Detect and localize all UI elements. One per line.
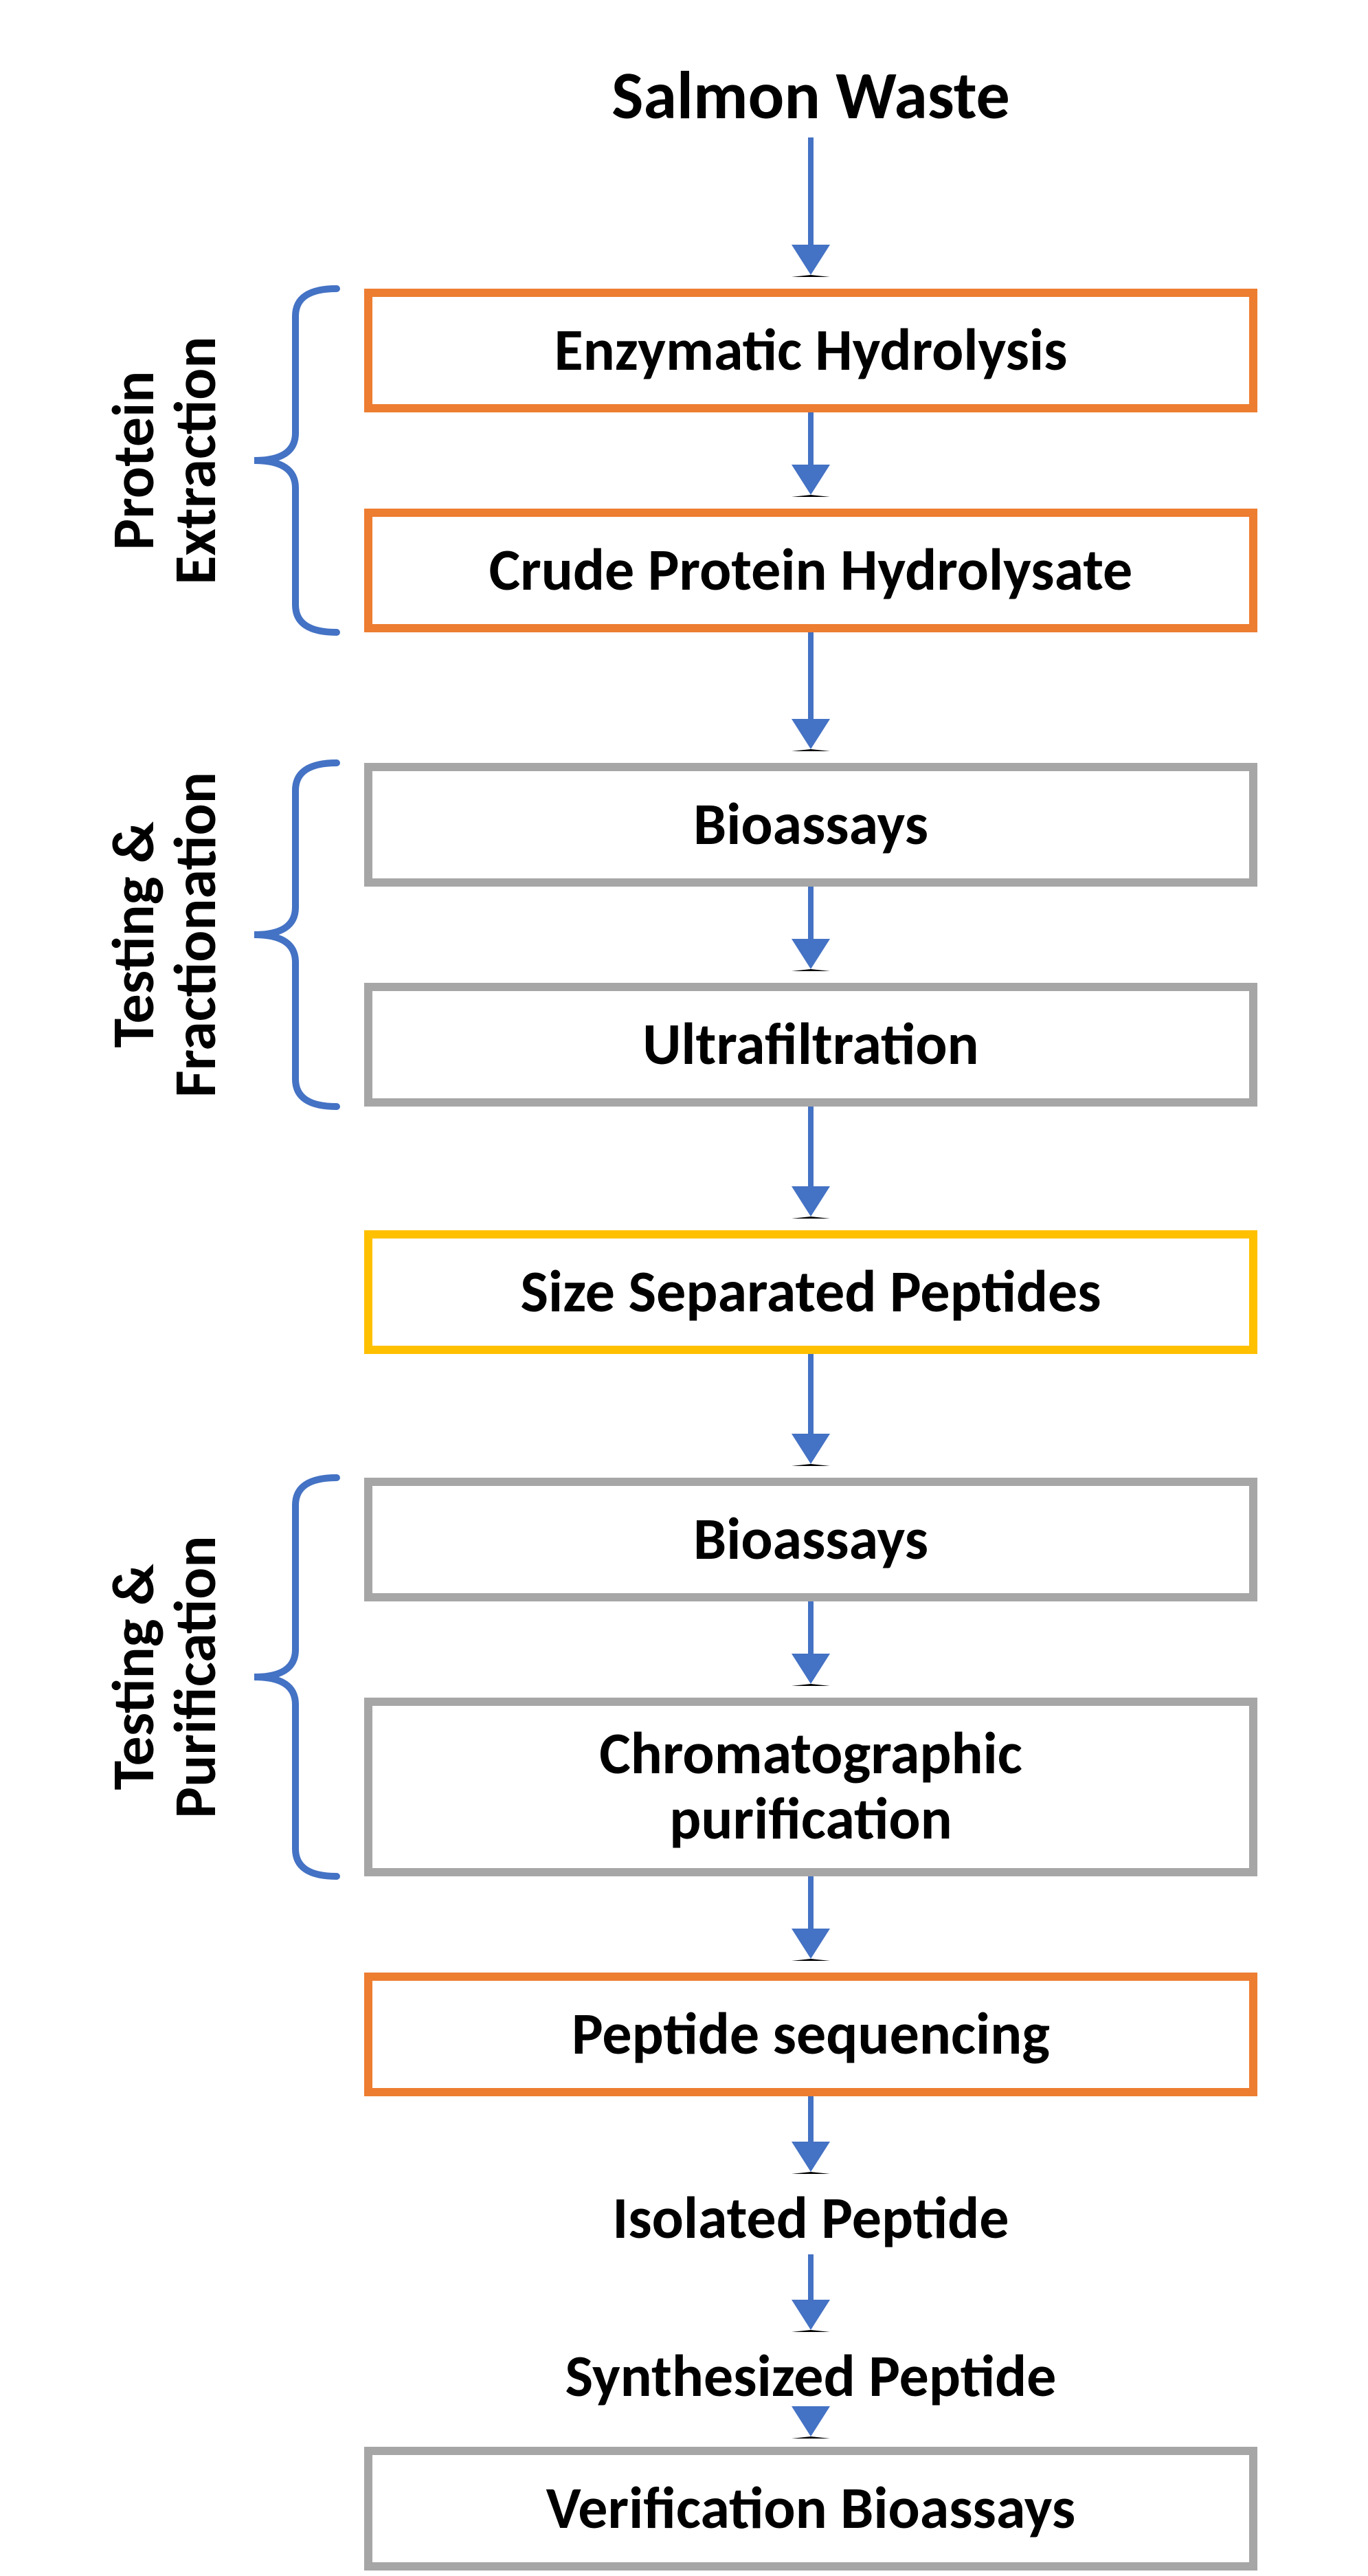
arrow-head <box>792 2142 830 2174</box>
arrow-head <box>792 245 830 277</box>
arrow-line <box>808 887 814 939</box>
brace <box>247 1471 344 1883</box>
arrow-line <box>808 1601 814 1654</box>
flow-box-n5: Size Separated Peptides <box>364 1230 1257 1354</box>
arrow-line <box>808 2096 814 2142</box>
arrow-line <box>808 632 814 719</box>
brace-label: Protein Extraction <box>89 275 240 646</box>
flowchart-canvas: Salmon Waste Enzymatic Hydrolysis Crude Pr… <box>0 0 1368 2576</box>
flow-label-n10: Synthesized Peptide <box>364 2340 1257 2412</box>
flow-box-n11: Verification Bioassays <box>364 2447 1257 2571</box>
flow-box-n1: Enzymatic Hydrolysis <box>364 289 1257 412</box>
arrow-head <box>792 939 830 971</box>
arrow-head <box>792 719 830 751</box>
arrow-head <box>792 2300 830 2332</box>
brace <box>247 756 344 1113</box>
arrow-line <box>808 412 814 465</box>
flow-box-n2: Crude Protein Hydrolysate <box>364 509 1257 632</box>
brace <box>247 282 344 639</box>
arrow-line <box>808 1107 814 1186</box>
arrow-head <box>792 2406 830 2439</box>
flow-box-n3: Bioassays <box>364 763 1257 887</box>
arrow-line <box>808 1876 814 1929</box>
arrow-head <box>792 1434 830 1466</box>
flow-label-n9: Isolated Peptide <box>364 2182 1257 2254</box>
brace-label: Testing & Fractionation <box>89 749 240 1120</box>
arrow-head <box>792 1654 830 1686</box>
flow-title: Salmon Waste <box>364 55 1257 137</box>
brace-label: Testing & Purification <box>89 1464 240 1890</box>
arrow-line <box>808 137 814 245</box>
arrow-head <box>792 1186 830 1219</box>
arrow-head <box>792 1929 830 1961</box>
arrow-head <box>792 465 830 497</box>
arrow-line <box>808 1354 814 1434</box>
flow-box-n4: Ultrafiltration <box>364 983 1257 1107</box>
flow-box-n8: Peptide sequencing <box>364 1973 1257 2096</box>
flow-box-n6: Bioassays <box>364 1478 1257 1601</box>
arrow-line <box>808 2254 814 2300</box>
flow-box-n7: Chromatographic purification <box>364 1698 1257 1876</box>
